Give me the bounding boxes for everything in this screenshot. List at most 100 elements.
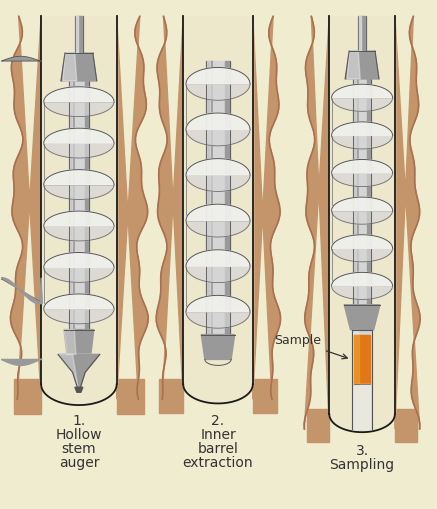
Polygon shape (75, 16, 83, 53)
Polygon shape (186, 113, 250, 129)
Polygon shape (352, 330, 358, 429)
Polygon shape (58, 354, 100, 392)
Polygon shape (41, 384, 117, 405)
Polygon shape (44, 102, 114, 117)
Text: Sample: Sample (274, 334, 347, 359)
Text: Inner: Inner (200, 428, 236, 442)
Polygon shape (206, 61, 213, 354)
Polygon shape (332, 135, 392, 149)
Polygon shape (186, 129, 250, 146)
Polygon shape (75, 387, 83, 392)
Polygon shape (186, 204, 250, 220)
Polygon shape (206, 61, 210, 354)
Polygon shape (44, 128, 114, 143)
Polygon shape (253, 379, 277, 413)
Polygon shape (41, 16, 117, 384)
Polygon shape (85, 81, 89, 340)
Polygon shape (64, 330, 94, 354)
Polygon shape (353, 79, 356, 315)
Text: extraction: extraction (183, 456, 253, 470)
Polygon shape (354, 334, 370, 384)
Polygon shape (61, 53, 97, 81)
Polygon shape (186, 175, 250, 191)
Text: stem: stem (62, 442, 96, 456)
Polygon shape (44, 309, 114, 324)
Polygon shape (44, 267, 114, 282)
Polygon shape (354, 334, 359, 384)
Polygon shape (75, 16, 78, 53)
Polygon shape (183, 16, 253, 384)
Polygon shape (69, 81, 72, 340)
Polygon shape (225, 61, 230, 354)
Polygon shape (44, 143, 114, 158)
Polygon shape (44, 169, 114, 185)
Polygon shape (1, 56, 42, 61)
Polygon shape (368, 79, 371, 315)
Polygon shape (44, 294, 114, 309)
Polygon shape (304, 16, 329, 429)
Text: 3.: 3. (356, 444, 369, 458)
Polygon shape (353, 79, 358, 315)
Polygon shape (186, 295, 250, 312)
Text: barrel: barrel (198, 442, 239, 456)
Polygon shape (395, 16, 420, 429)
Polygon shape (63, 53, 77, 81)
Polygon shape (159, 379, 183, 413)
Polygon shape (186, 68, 250, 84)
Polygon shape (44, 252, 114, 267)
Polygon shape (395, 409, 417, 442)
Polygon shape (186, 266, 250, 282)
Polygon shape (75, 81, 85, 340)
Polygon shape (332, 197, 392, 211)
Polygon shape (352, 330, 372, 429)
Polygon shape (332, 286, 392, 299)
Polygon shape (1, 278, 42, 304)
Polygon shape (253, 16, 281, 399)
Polygon shape (186, 312, 250, 328)
Polygon shape (358, 79, 368, 315)
Polygon shape (332, 272, 392, 286)
Polygon shape (183, 384, 253, 404)
Polygon shape (10, 16, 41, 399)
Polygon shape (1, 279, 42, 303)
Polygon shape (332, 84, 392, 98)
Polygon shape (156, 16, 183, 399)
Polygon shape (345, 51, 379, 79)
Text: auger: auger (59, 456, 99, 470)
Polygon shape (358, 16, 361, 51)
Polygon shape (329, 414, 395, 432)
Text: Sampling: Sampling (329, 458, 395, 472)
Polygon shape (117, 16, 148, 399)
Polygon shape (332, 235, 392, 248)
Polygon shape (354, 384, 370, 429)
Text: Hollow: Hollow (55, 428, 102, 442)
Polygon shape (117, 379, 144, 414)
Polygon shape (329, 16, 395, 414)
Text: 2.: 2. (212, 414, 225, 428)
Polygon shape (69, 81, 75, 340)
Polygon shape (213, 61, 225, 354)
Polygon shape (14, 379, 41, 414)
Polygon shape (332, 248, 392, 262)
Polygon shape (332, 98, 392, 111)
Polygon shape (44, 87, 114, 102)
Polygon shape (332, 122, 392, 135)
Polygon shape (44, 185, 114, 200)
Polygon shape (308, 409, 329, 442)
Polygon shape (64, 330, 76, 354)
Polygon shape (332, 173, 392, 187)
Polygon shape (332, 211, 392, 224)
Polygon shape (44, 226, 114, 241)
Polygon shape (332, 159, 392, 173)
Polygon shape (186, 159, 250, 175)
Polygon shape (58, 354, 79, 392)
Polygon shape (347, 51, 360, 79)
Polygon shape (1, 359, 42, 365)
Polygon shape (186, 220, 250, 237)
Polygon shape (201, 334, 235, 359)
Polygon shape (358, 16, 366, 51)
Polygon shape (186, 250, 250, 266)
Polygon shape (344, 305, 380, 330)
Text: 1.: 1. (72, 414, 86, 428)
Polygon shape (186, 84, 250, 100)
